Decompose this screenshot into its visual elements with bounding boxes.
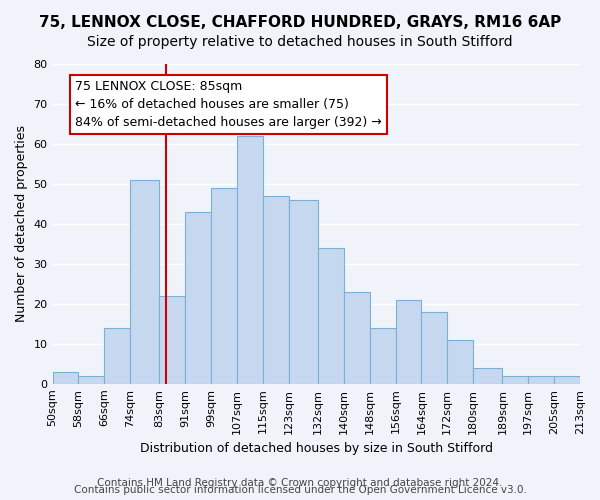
Text: Size of property relative to detached houses in South Stifford: Size of property relative to detached ho… — [87, 35, 513, 49]
Bar — [421, 312, 448, 384]
Bar — [237, 136, 263, 384]
X-axis label: Distribution of detached houses by size in South Stifford: Distribution of detached houses by size … — [140, 442, 493, 455]
Bar — [370, 328, 395, 384]
Bar — [448, 340, 473, 384]
Text: Contains HM Land Registry data © Crown copyright and database right 2024.: Contains HM Land Registry data © Crown c… — [97, 478, 503, 488]
Bar — [130, 180, 160, 384]
Bar — [263, 196, 289, 384]
Bar — [79, 376, 104, 384]
Bar — [185, 212, 211, 384]
Bar — [53, 372, 79, 384]
Text: 75, LENNOX CLOSE, CHAFFORD HUNDRED, GRAYS, RM16 6AP: 75, LENNOX CLOSE, CHAFFORD HUNDRED, GRAY… — [39, 15, 561, 30]
Bar — [211, 188, 237, 384]
Bar — [473, 368, 502, 384]
Bar — [344, 292, 370, 384]
Bar — [318, 248, 344, 384]
Bar — [104, 328, 130, 384]
Text: 75 LENNOX CLOSE: 85sqm
← 16% of detached houses are smaller (75)
84% of semi-det: 75 LENNOX CLOSE: 85sqm ← 16% of detached… — [75, 80, 382, 129]
Bar — [160, 296, 185, 384]
Bar — [395, 300, 421, 384]
Text: Contains public sector information licensed under the Open Government Licence v3: Contains public sector information licen… — [74, 485, 526, 495]
Bar — [528, 376, 554, 384]
Bar — [289, 200, 318, 384]
Y-axis label: Number of detached properties: Number of detached properties — [15, 126, 28, 322]
Bar — [554, 376, 580, 384]
Bar — [502, 376, 528, 384]
